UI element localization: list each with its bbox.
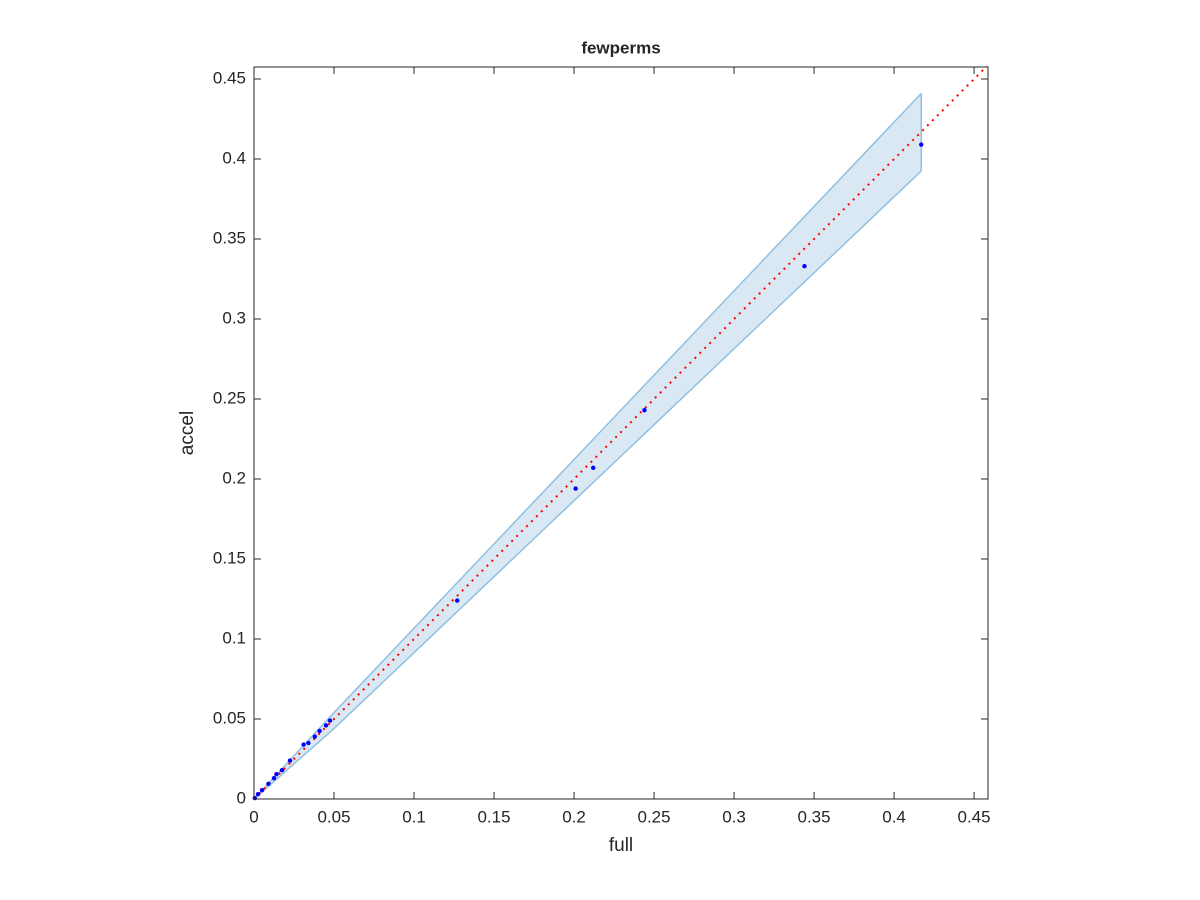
x-axis-label: full [609,835,633,856]
x-tick-label: 0.25 [637,807,670,826]
data-point [642,408,647,413]
x-tick-label: 0.2 [562,807,586,826]
y-tick-label: 0.2 [222,468,246,487]
x-tick-label: 0.45 [958,807,991,826]
y-tick-label: 0.35 [213,228,246,247]
data-point [306,740,311,746]
y-tick-label: 0.45 [213,68,246,87]
data-point [323,723,329,728]
data-point [312,734,318,739]
y-tick-label: 0.25 [213,388,246,407]
y-tick-label: 0.1 [222,628,246,647]
axes-box [253,66,989,800]
y-tick-label: 0.15 [213,548,246,567]
y-axis-label: accel [177,411,198,455]
data-point [919,142,924,147]
data-point [274,772,279,777]
x-tick-label: 0.15 [477,807,510,826]
data-point [287,758,293,763]
data-point [455,598,460,603]
data-point [317,728,322,734]
x-tick-label: 0.35 [798,807,831,826]
data-point [802,264,807,269]
reference-line [253,65,988,800]
data-point [252,795,258,801]
data-point [255,792,261,797]
data-point [271,776,277,781]
y-tick-label: 0 [237,788,246,807]
data-point [301,742,306,747]
data-point [591,465,596,470]
x-tick-label: 0.05 [317,807,350,826]
data-point [259,788,265,793]
x-tick-label: 0.4 [882,807,906,826]
data-point [266,781,271,786]
data-point [279,768,285,773]
chart-title: fewperms [581,38,660,57]
y-tick-label: 0.05 [213,708,246,727]
data-point [327,718,333,723]
x-tick-label: 0 [249,807,258,826]
x-tick-label: 0.1 [402,807,426,826]
y-tick-label: 0.4 [222,148,246,167]
x-tick-label: 0.3 [722,807,746,826]
data-point [573,486,578,491]
y-tick-label: 0.3 [222,308,246,327]
band-lower-edge [253,170,922,800]
